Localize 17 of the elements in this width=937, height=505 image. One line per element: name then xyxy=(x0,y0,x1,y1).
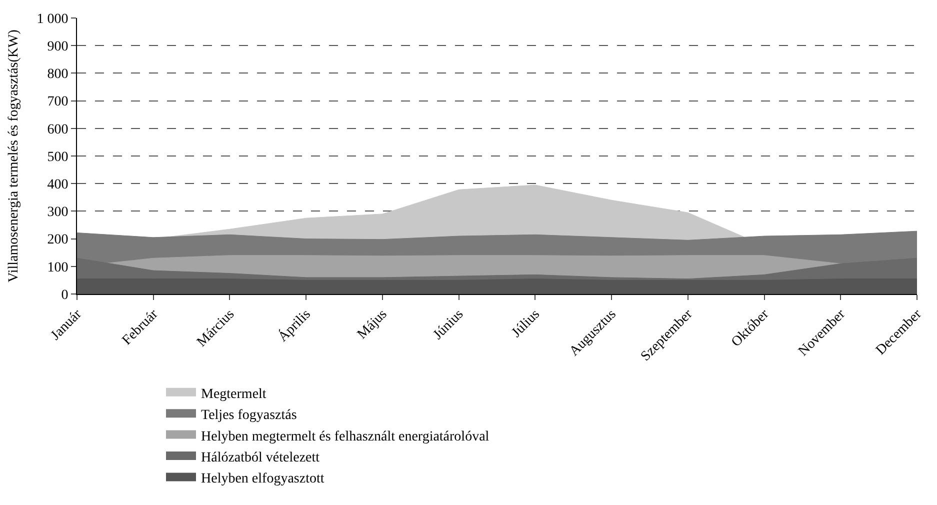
y-tick-label: 500 xyxy=(47,150,68,165)
y-tick-label: 900 xyxy=(47,40,68,54)
legend-label: Megtermelt xyxy=(201,386,266,402)
y-tick-label: 0 xyxy=(61,288,68,303)
y-axis-title: Villamosenergia termelés és fogyasztás(KW) xyxy=(6,29,22,282)
legend-label: Helyben megtermelt és felhasznált energiatárolóval xyxy=(201,429,490,444)
y-tick-label: 200 xyxy=(47,232,68,248)
y-tick-label: 100 xyxy=(47,260,68,276)
y-tick-label: 800 xyxy=(47,67,68,82)
legend-label: Helyben elfogyasztott xyxy=(201,472,324,487)
y-tick-label: 600 xyxy=(47,122,68,138)
y-tick-label: 700 xyxy=(47,94,68,110)
legend-label: Hálózatból vételezett xyxy=(201,450,320,466)
y-tick-label: 300 xyxy=(47,205,68,220)
legend-label: Teljes fogyasztás xyxy=(201,408,297,424)
y-tick-label: 1 000 xyxy=(36,12,68,27)
y-tick-label: 400 xyxy=(47,178,68,192)
